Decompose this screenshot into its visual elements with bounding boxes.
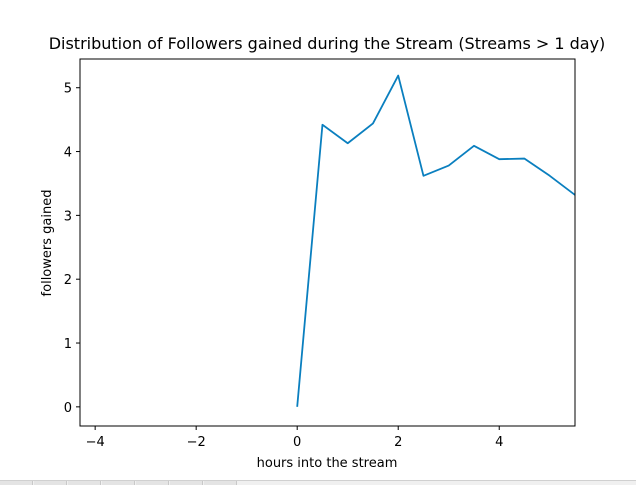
- y-tick-label: 5: [64, 82, 72, 97]
- x-axis-label: hours into the stream: [257, 456, 398, 471]
- y-tick-label: 4: [64, 146, 72, 161]
- y-axis-label: followers gained: [40, 190, 55, 297]
- y-tick-label: 2: [64, 273, 72, 288]
- figure-toolbar: [0, 480, 636, 485]
- x-tick-label: 4: [495, 435, 503, 450]
- x-tick-label: 0: [293, 435, 301, 450]
- y-tick-label: 0: [64, 401, 72, 416]
- plot-frame: [80, 59, 575, 426]
- x-tick-label: 2: [394, 435, 402, 450]
- back-button[interactable]: [34, 481, 67, 485]
- y-tick-label: 1: [64, 337, 72, 352]
- x-tick-label: −2: [187, 435, 206, 450]
- zoom-button[interactable]: [136, 481, 169, 485]
- chart-title: Distribution of Followers gained during …: [49, 34, 606, 53]
- save-button[interactable]: [204, 481, 237, 485]
- home-button[interactable]: [0, 481, 33, 485]
- plot-area: −4 −2 0 2 4 0 1 2 3 4 5: [64, 59, 575, 450]
- forward-button[interactable]: [68, 481, 101, 485]
- y-tick-label: 3: [64, 209, 72, 224]
- pan-button[interactable]: [102, 481, 135, 485]
- series-line-0: [297, 76, 575, 407]
- x-tick-label: −4: [86, 435, 105, 450]
- configure-button[interactable]: [170, 481, 203, 485]
